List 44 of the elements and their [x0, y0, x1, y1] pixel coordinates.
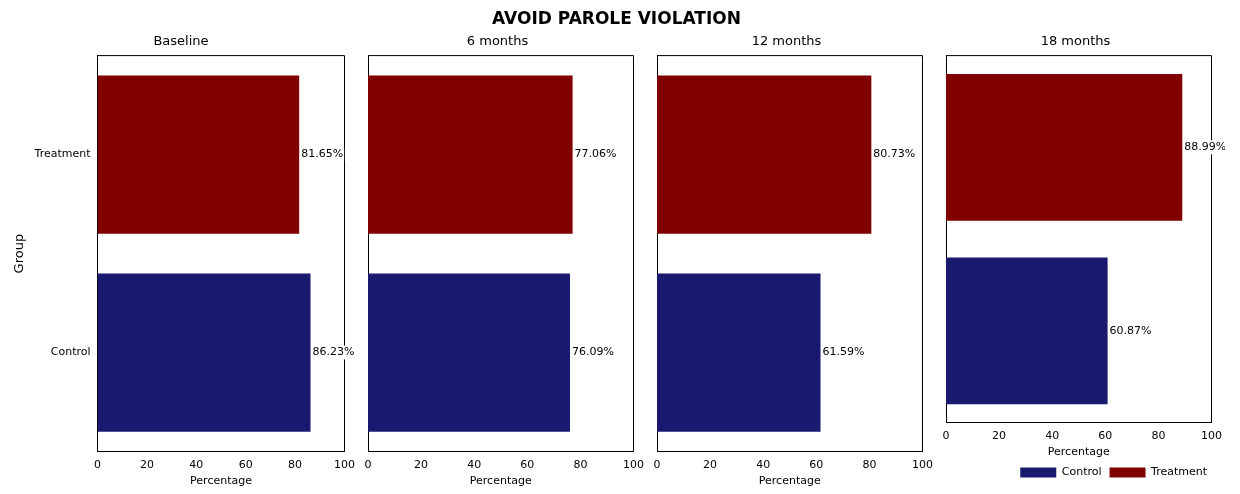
x-axis-title: Percentage	[1047, 445, 1110, 459]
x-tick-label: 40	[756, 458, 771, 472]
y-axis-title: Group	[11, 233, 27, 274]
x-axis-title: Percentage	[758, 474, 821, 488]
data-label: 76.09%	[572, 345, 614, 359]
x-tick-label: 80	[288, 458, 303, 472]
chart-subtitle: 12 months	[751, 33, 822, 49]
x-tick-label: 60	[809, 458, 824, 472]
x-tick-label: 80	[573, 458, 588, 472]
x-tick-label: 60	[520, 458, 535, 472]
x-tick-label: 40	[189, 458, 204, 472]
x-tick-label: 100	[1201, 429, 1222, 443]
x-tick-label: 40	[1045, 429, 1060, 443]
x-tick-label: 20	[703, 458, 718, 472]
data-label: 60.87%	[1109, 323, 1152, 337]
data-label: 80.73%	[873, 147, 916, 161]
legend-label: Control	[1061, 465, 1102, 479]
x-tick-label: 20	[139, 458, 154, 472]
x-tick-label: 20	[992, 429, 1007, 443]
data-label: 88.99%	[1184, 140, 1227, 154]
x-tick-label: 60	[238, 458, 253, 472]
legend-label: Treatment	[1150, 465, 1208, 479]
x-tick-label: 60	[1098, 429, 1113, 443]
x-tick-label: 0	[94, 458, 102, 472]
x-tick-label: 0	[942, 429, 950, 443]
data-label: 77.06%	[574, 147, 617, 161]
x-axis-title: Percentage	[469, 474, 532, 488]
x-tick-label: 40	[467, 458, 482, 472]
data-label: 81.65%	[301, 147, 344, 161]
x-tick-label: 100	[912, 458, 933, 472]
x-axis-title: Percentage	[190, 474, 253, 488]
x-tick-label: 0	[653, 458, 661, 472]
x-tick-label: 80	[862, 458, 877, 472]
data-label: 61.59%	[822, 345, 865, 359]
data-label: 86.23%	[312, 345, 355, 359]
chart-subtitle: 6 months	[466, 33, 529, 49]
chart-subtitle: Baseline	[153, 33, 209, 49]
x-tick-label: 80	[1151, 429, 1166, 443]
x-tick-label: 100	[623, 458, 644, 472]
x-tick-label: 0	[364, 458, 372, 472]
chart-subtitle: 18 months	[1040, 33, 1111, 49]
x-tick-label: 20	[414, 458, 429, 472]
x-tick-label: 100	[334, 458, 355, 472]
chart-title: AVOID PAROLE VIOLATION	[491, 8, 742, 30]
